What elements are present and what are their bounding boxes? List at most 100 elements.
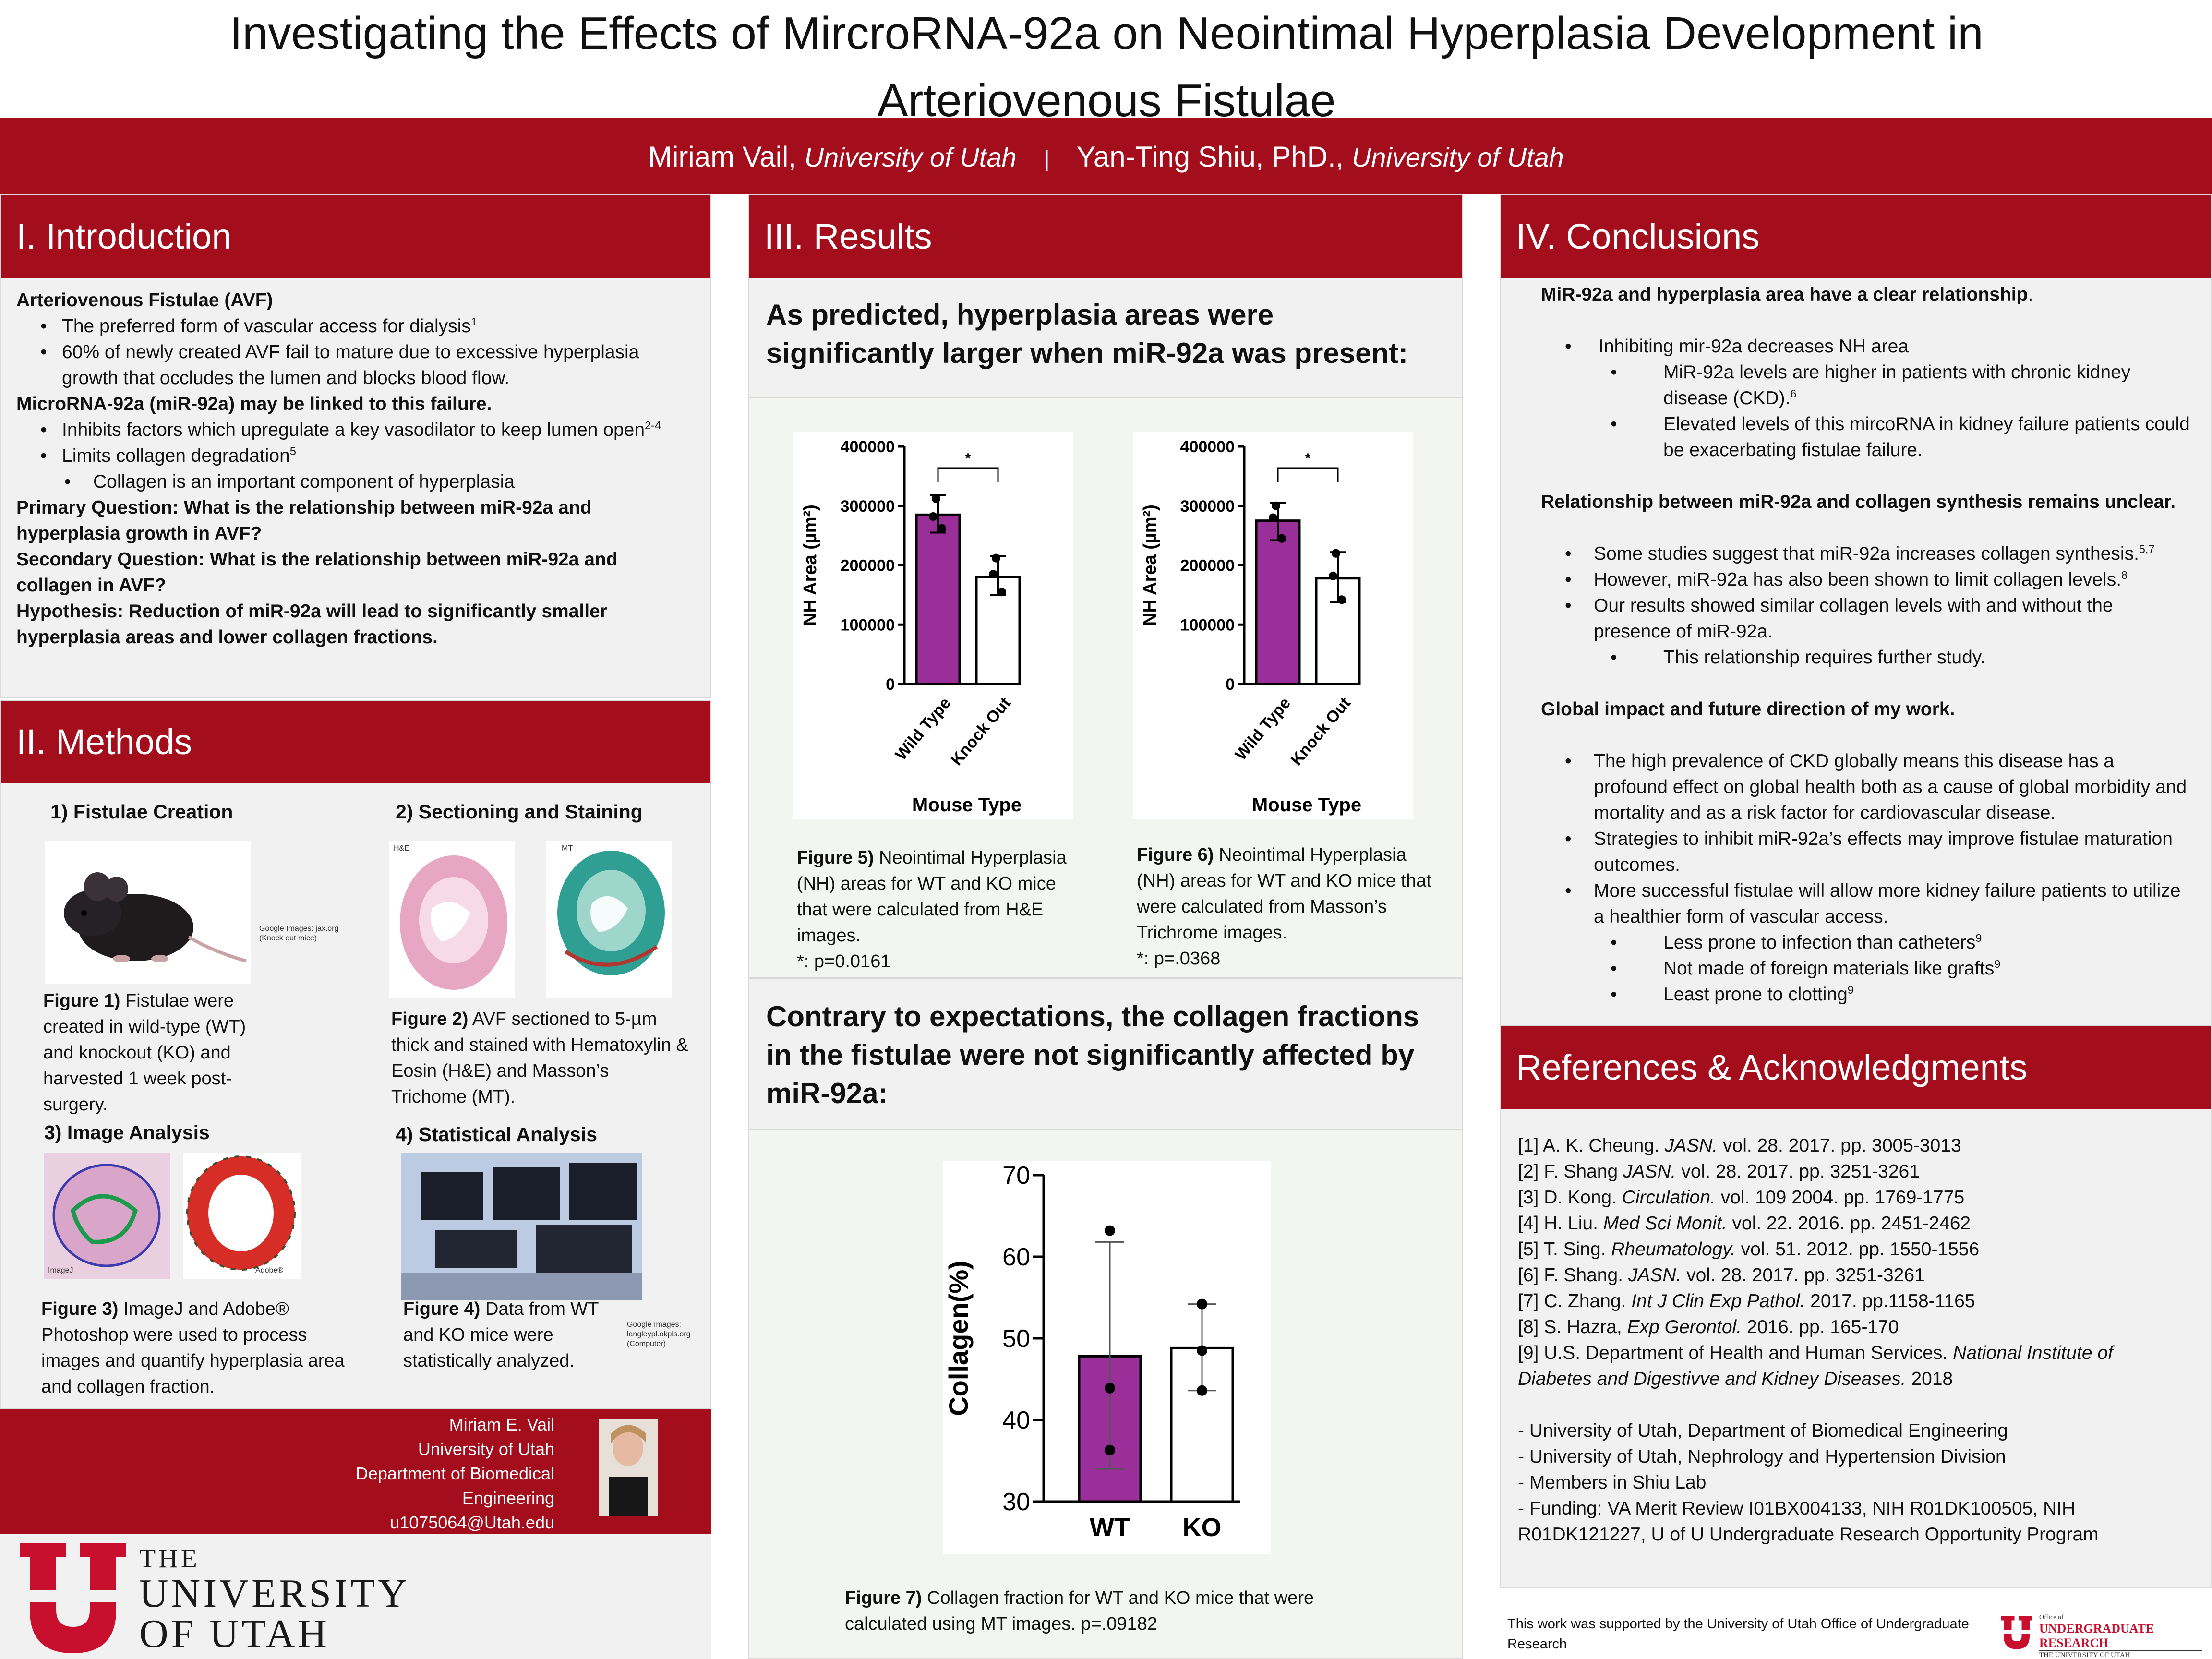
fig6-x-tick-label-0: Wild Type — [1232, 694, 1294, 764]
fig7-point — [1197, 1298, 1207, 1310]
figure-5-chart: 0 100000 200000 300000 400000 NH Area (µm²) Wi… — [793, 432, 1073, 819]
conclusion-bullet-1: Inhibiting mir-92a decreases NH area — [1541, 334, 2192, 360]
ur-office: Office of — [2039, 1614, 2064, 1621]
undergrad-research-logo: Office of UNDERGRADUATE RESEARCH THE UNI… — [2001, 1614, 2202, 1659]
fig5-point — [998, 588, 1006, 597]
he-label: H&E — [394, 844, 409, 853]
conclusion-bullet-3: However, miR-92a has also been shown to … — [1541, 567, 2192, 593]
avf-bullet-1: The preferred form of vascular access fo… — [16, 313, 695, 339]
results-top-question: As predicted, hyperplasia areas were sig… — [766, 299, 1408, 369]
fig5-y-tick-label: 300000 — [841, 497, 895, 516]
fig7-x-tick-label-1: KO — [1183, 1513, 1222, 1542]
author-1-affiliation: University of Utah — [804, 142, 1017, 172]
fig6-y-tick-label: 200000 — [1180, 557, 1235, 575]
fig5-point — [992, 553, 1000, 563]
reference-6: [6] F. Shang. JASN. vol. 28. 2017. pp. 3… — [1518, 1265, 1925, 1286]
reference-9: [9] U.S. Department of Health and Human … — [1518, 1343, 2113, 1389]
fig6-point — [1332, 549, 1340, 558]
fig5-x-label: Mouse Type — [912, 794, 1022, 816]
results-heading: III. Results — [749, 195, 1462, 278]
results-top-question-box — [749, 278, 1462, 398]
fig7-point — [1105, 1225, 1115, 1236]
author-bar: Miriam Vail, University of Utah | Yan-Ti… — [0, 118, 2212, 194]
primary-question: Primary Question: What is the relationsh… — [16, 497, 592, 544]
introduction-heading: I. Introduction — [1, 195, 710, 278]
figure-4-caption: Figure 4) Data from WT and KO mice were … — [403, 1299, 599, 1371]
block-u-icon — [20, 1543, 126, 1653]
contact-info: Miriam E. Vail University of Utah Depart… — [356, 1412, 554, 1535]
support-note: This work was supported by the Universit… — [1507, 1616, 1969, 1652]
acknowledgment-2: - University of Utah, Nephrology and Hyp… — [1518, 1446, 2006, 1467]
conclusion-sub-7b: Not made of foreign materials like graft… — [1541, 956, 2192, 982]
computer-lab-image — [401, 1153, 642, 1300]
fig5-point — [929, 512, 938, 521]
acknowledgment-1: - University of Utah, Department of Biom… — [1518, 1420, 2008, 1441]
figure-6-svg: 0 100000 200000 300000 400000 NH Area (µm²) Wi… — [1140, 438, 1361, 816]
references-panel: References & Acknowledgments [1] A. K. C… — [1500, 1025, 2212, 1588]
conclusion-heading-3: Global impact and future direction of my… — [1541, 699, 1955, 720]
fig5-y-tick-label: 0 — [886, 675, 895, 694]
mir-title: MicroRNA-92a (miR-92a) may be linked to … — [16, 394, 492, 414]
mouse-photo — [45, 841, 251, 984]
conclusion-bullet-6: Strategies to inhibit miR-92a’s effects … — [1541, 826, 2192, 878]
reference-3: [3] D. Kong. Circulation. vol. 109 2004.… — [1518, 1187, 1965, 1208]
author-photo — [599, 1419, 658, 1516]
step-2-heading: 2) Sectioning and Staining — [396, 801, 643, 823]
fig6-point — [1269, 513, 1277, 522]
figure-2-caption: Figure 2) AVF sectioned to 5-µm thick an… — [391, 1009, 688, 1107]
step-4-heading: 4) Statistical Analysis — [396, 1123, 598, 1145]
fig5-point — [938, 524, 946, 533]
fig6-significance-bracket — [1277, 467, 1339, 482]
fig7-point — [1197, 1385, 1207, 1396]
fig7-x-tick-label-0: WT — [1090, 1513, 1130, 1542]
author-2-name: Yan-Ting Shiu, PhD., — [1076, 141, 1352, 173]
avf-bullet-2: 60% of newly created AVF fail to mature … — [16, 339, 695, 391]
conclusion-bullet-4: Our results showed similar collagen leve… — [1541, 593, 2192, 645]
author-line: Miriam Vail, University of Utah | Yan-Ti… — [0, 138, 2212, 179]
computer-image-credit: Google Images: langleypl.okpls.org (Comp… — [627, 1321, 691, 1348]
fig5-x-tick-label-1: Knock Out — [948, 694, 1015, 769]
adobe-label: Adobe® — [255, 1266, 284, 1274]
fig6-y-tick-label: 300000 — [1180, 497, 1235, 516]
introduction-body: Arteriovenous Fistulae (AVF) The preferr… — [1, 278, 710, 650]
logo-university: UNIVERSITY — [139, 1571, 410, 1616]
conclusion-sub-4a: This relationship requires further study… — [1541, 645, 2192, 671]
figure-1-caption: Figure 1) Fistulae were created in wild-… — [43, 991, 246, 1115]
reference-1: [1] A. K. Cheung. JASN. vol. 28. 2017. p… — [1518, 1135, 1961, 1156]
figure-5-svg: 0 100000 200000 300000 400000 NH Area (µm²) Wi… — [800, 438, 1022, 816]
mt-stain-image: MT — [546, 841, 672, 998]
fig5-significance-label: * — [965, 451, 971, 467]
fig7-point — [1197, 1345, 1207, 1356]
reference-5: [5] T. Sing. Rheumatology. vol. 51. 2012… — [1518, 1239, 1980, 1260]
contact-name: Miriam E. Vail — [449, 1415, 554, 1434]
fig7-y-tick-label: 40 — [1002, 1407, 1030, 1434]
fig6-bar-0 — [1255, 519, 1301, 685]
reference-7: [7] C. Zhang. Int J Clin Exp Pathol. 201… — [1518, 1291, 1975, 1311]
mouse-image-credit: Google Images: jax.org (Knock out mice) — [259, 925, 339, 942]
fig6-y-tick-label: 100000 — [1180, 616, 1235, 634]
fig5-point — [989, 570, 998, 579]
fig6-y-label: NH Area (µm²) — [1140, 505, 1160, 626]
acknowledgment-4: - Funding: VA Merit Review I01BX004133, … — [1518, 1498, 2099, 1545]
fig6-y-tick-label: 0 — [1226, 675, 1235, 694]
reference-2: [2] F. Shang JASN. vol. 28. 2017. pp. 32… — [1518, 1161, 1920, 1182]
methods-heading: II. Methods — [1, 701, 710, 783]
poster-title: Investigating the Effects of MircroRNA-9… — [72, 0, 2141, 126]
fig5-y-label: NH Area (µm²) — [800, 505, 820, 626]
university-logo: THE UNIVERSITY OF UTAH — [0, 1534, 711, 1659]
contact-university: University of Utah — [418, 1439, 554, 1459]
logo-of-utah: OF UTAH — [139, 1611, 330, 1656]
hypothesis: Hypothesis: Reduction of miR-92a will le… — [16, 601, 607, 648]
conclusion-heading-1: MiR-92a and hyperplasia area have a clea… — [1541, 284, 2028, 305]
secondary-question: Secondary Question: What is the relation… — [16, 549, 618, 596]
fig6-point — [1277, 534, 1286, 543]
fig5-y-tick-label: 100000 — [841, 616, 895, 634]
fig5-significance-bracket — [937, 467, 999, 482]
contact-department: Department of Biomedical — [355, 1464, 554, 1483]
conclusions-body: MiR-92a and hyperplasia area have a clea… — [1501, 278, 2211, 1008]
fig5-x-tick-label-0: Wild Type — [892, 694, 954, 764]
ur-name: UNDERGRADUATE RESEARCH — [2039, 1622, 2202, 1651]
author-separator: | — [1044, 146, 1050, 172]
introduction-panel: I. Introduction Arteriovenous Fistulae (… — [0, 194, 711, 698]
contact-email: u1075064@Utah.edu — [390, 1513, 554, 1532]
